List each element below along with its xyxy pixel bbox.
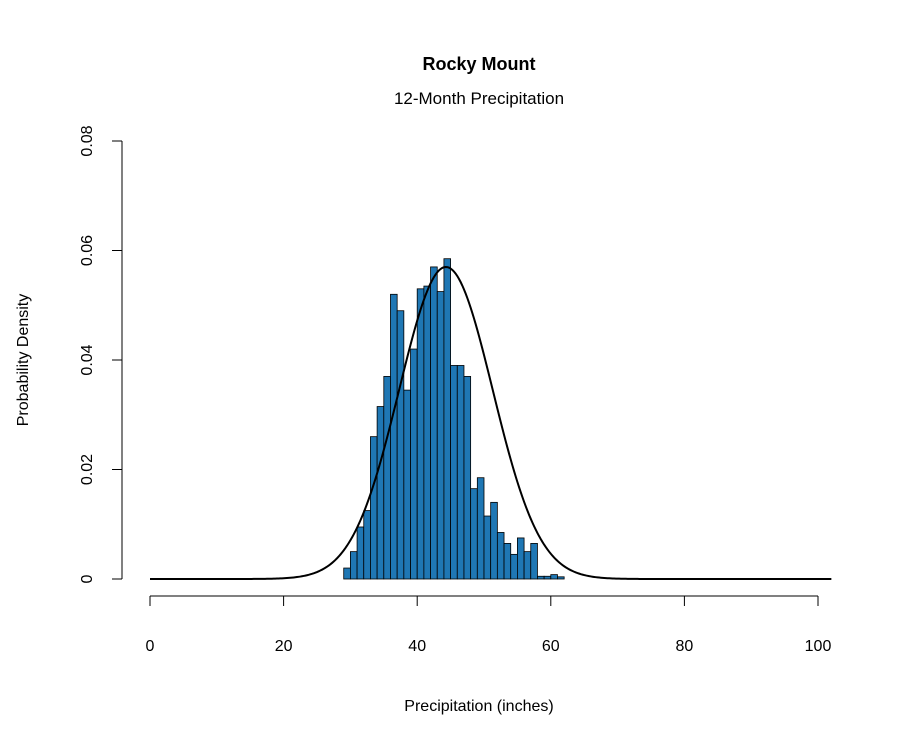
y-tick-label: 0.08 xyxy=(79,125,96,156)
histogram-bar xyxy=(430,266,438,580)
histogram-bar xyxy=(530,543,538,580)
y-tick-label: 0.06 xyxy=(79,235,96,266)
histogram-bar xyxy=(537,575,545,580)
histogram-bar xyxy=(490,501,498,580)
y-tick-label: 0 xyxy=(79,574,96,583)
curve-layer xyxy=(150,265,832,580)
bars-layer xyxy=(343,258,565,580)
histogram-bar xyxy=(390,293,398,580)
y-tick-label: 0.04 xyxy=(79,344,96,375)
histogram-bar xyxy=(510,553,518,580)
x-tick-label: 60 xyxy=(542,638,560,655)
histogram-bar xyxy=(376,406,385,580)
histogram-bar xyxy=(450,365,458,580)
x-tick-label: 40 xyxy=(408,638,426,655)
histogram-bar xyxy=(349,551,358,580)
x-tick-label: 20 xyxy=(275,638,293,655)
histogram-bar xyxy=(476,477,485,580)
histogram-bar xyxy=(410,348,418,580)
chart-subtitle: 12-Month Precipitation xyxy=(394,89,564,108)
histogram-bar xyxy=(470,488,478,580)
histogram-bar xyxy=(483,515,492,580)
x-axis: 0 20 40 60 80 100 xyxy=(146,595,832,655)
histogram-bar xyxy=(543,575,552,580)
histogram-bar xyxy=(496,532,505,580)
histogram-bar xyxy=(443,258,452,580)
chart-title: Rocky Mount xyxy=(422,54,535,74)
histogram-bar xyxy=(396,310,405,580)
histogram-bar xyxy=(463,376,472,580)
histogram-bar xyxy=(403,389,411,580)
x-tick-label: 0 xyxy=(146,638,155,655)
histogram-bar xyxy=(550,574,558,580)
histogram-bar xyxy=(436,291,445,580)
histogram-bar xyxy=(523,551,532,580)
normal-density-curve xyxy=(150,265,832,580)
histogram-bar xyxy=(383,376,391,580)
histogram-bar xyxy=(363,510,371,580)
histogram-bar xyxy=(557,576,565,580)
y-axis-label: Probability Density xyxy=(15,294,32,427)
histogram-bar xyxy=(423,285,431,580)
y-axis: 0 0.02 0.04 0.06 0.08 xyxy=(79,125,123,583)
histogram-bar xyxy=(343,567,351,580)
histogram-bar xyxy=(517,537,525,580)
y-tick-label: 0.02 xyxy=(79,454,96,485)
x-tick-label: 100 xyxy=(805,638,832,655)
histogram-bar xyxy=(503,543,512,580)
x-tick-label: 80 xyxy=(676,638,694,655)
histogram-bar xyxy=(370,436,378,580)
x-axis-label: Precipitation (inches) xyxy=(404,698,553,715)
histogram-bar xyxy=(416,288,425,580)
histogram-bar xyxy=(456,365,465,580)
histogram-bar xyxy=(356,526,365,580)
